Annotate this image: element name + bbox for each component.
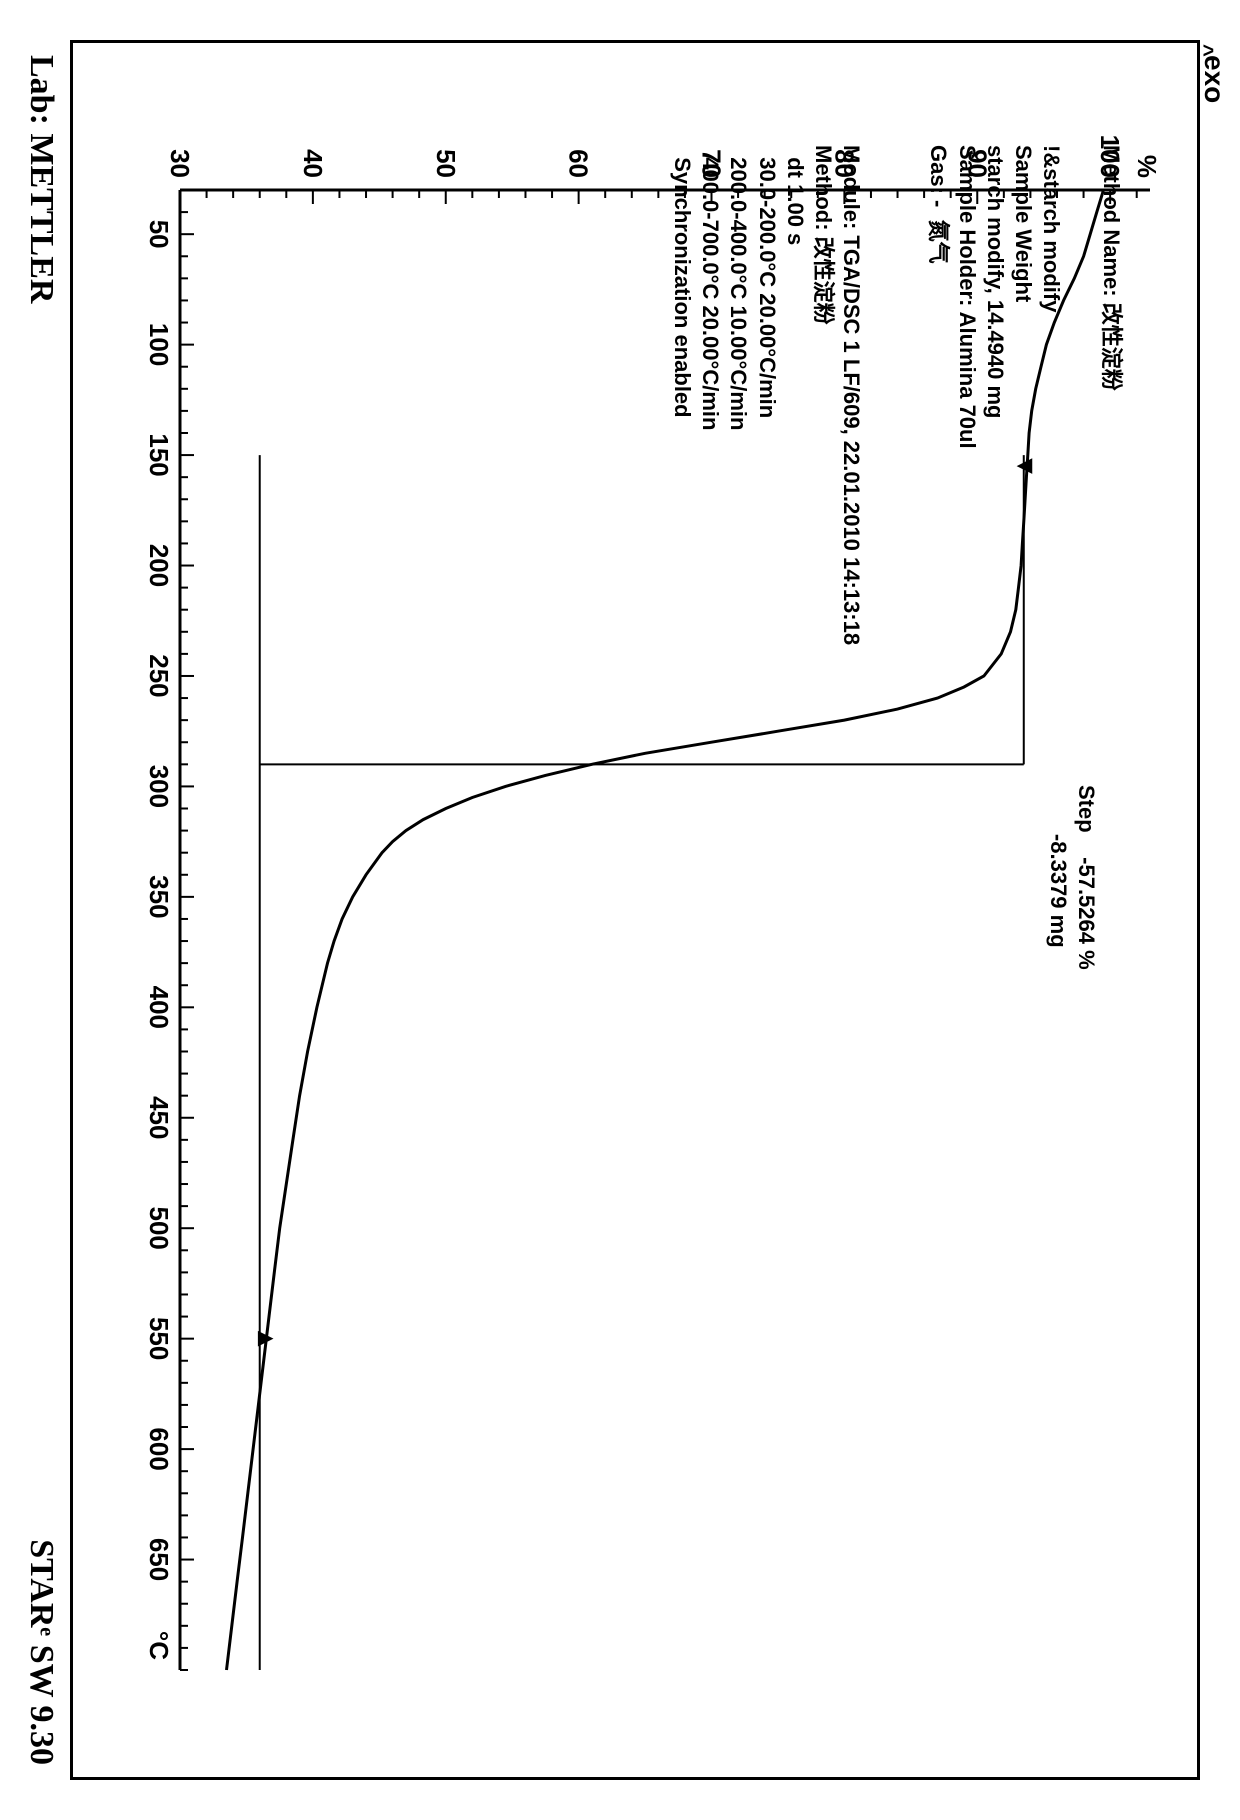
svg-text:50: 50 [144,220,174,249]
lab-label: Lab: METTLER [22,55,60,303]
step-mg: -8.3379 mg [1046,834,1071,948]
svg-text:500: 500 [144,1207,174,1250]
svg-text:550: 550 [144,1317,174,1360]
sample-info-block: !&starch modify Sample Weight starch mod… [924,145,1065,449]
svg-text:60: 60 [564,149,594,178]
sample-holder-value: Alumina 70ul [955,312,980,449]
svg-text:600: 600 [144,1427,174,1470]
svg-text:50: 50 [431,149,461,178]
svg-text:200: 200 [144,544,174,587]
method-name-value: 改性淀粉 [1099,303,1124,391]
svg-text:40: 40 [298,149,328,178]
seg3: 400.0-700.0°C 20.00°C/min [698,157,723,430]
exo-label: exo [1198,55,1230,103]
dt-line: dt 1.00 s [783,157,808,245]
svg-text:250: 250 [144,654,174,697]
svg-text:30: 30 [165,149,195,178]
gas-label: Gas: [926,145,951,194]
chart-canvas: ^ exo Lab: METTLER STARᵉ SW 9.30 5010015… [0,0,1240,1820]
sample-weight-value: starch modify, 14.4940 mg [983,145,1008,419]
method-label: Method: [811,145,836,231]
sample-holder-label: Sample Holder: [955,145,980,306]
sync-line: Synchronization enabled [670,157,695,417]
sample-weight-label: Sample Weight [1011,145,1036,302]
step-info-block: Step -57.5264 % -8.3379 mg [1044,785,1100,970]
software-label: STARᵉ SW 9.30 [22,1539,60,1765]
svg-text:450: 450 [144,1096,174,1139]
svg-text:650: 650 [144,1538,174,1581]
sample-line1: !&starch modify [1039,145,1064,312]
gas-value: - 氮气 [926,200,951,264]
module-info-block: Module: TGA/DSC 1 LF/609, 22.01.2010 14:… [668,145,865,645]
step-pct: -57.5264 % [1074,857,1099,970]
svg-text:°C: °C [144,1631,174,1660]
svg-text:400: 400 [144,986,174,1029]
method-value: 改性淀粉 [811,237,836,325]
svg-text:%: % [1132,155,1160,178]
svg-text:100: 100 [144,323,174,366]
svg-text:300: 300 [144,765,174,808]
module-line: Module: TGA/DSC 1 LF/609, 22.01.2010 14:… [839,145,864,645]
step-label: Step [1074,785,1099,833]
method-name-block: Method Name: 改性淀粉 [1097,145,1125,391]
seg1: 30.0-200.0°C 20.00°C/min [755,157,780,418]
svg-text:150: 150 [144,433,174,476]
method-name-label: Method Name: [1099,145,1124,297]
svg-text:350: 350 [144,875,174,918]
seg2: 200.0-400.0°C 10.00°C/min [726,157,751,430]
